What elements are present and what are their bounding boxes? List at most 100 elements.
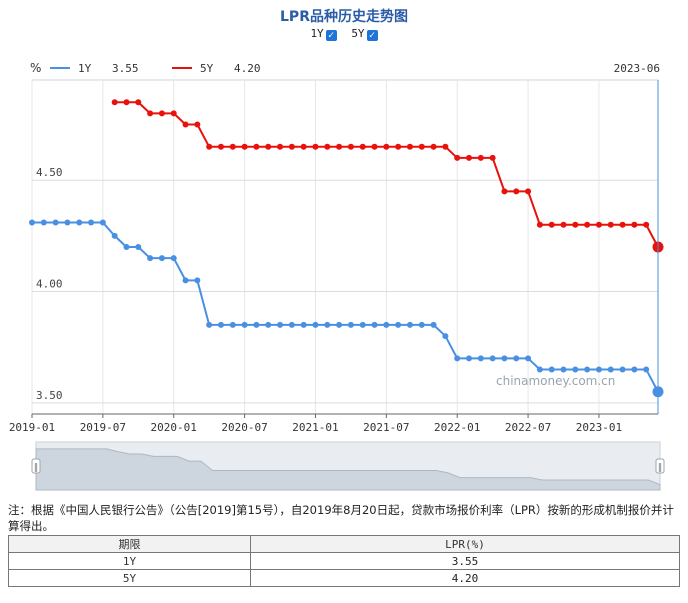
data-point-1y xyxy=(548,366,555,373)
x-tick-label: 2020-07 xyxy=(221,421,267,434)
data-point-5y xyxy=(347,143,354,150)
table-header-term: 期限 xyxy=(7,535,252,553)
data-point-1y xyxy=(572,366,579,373)
y-tick-label: 4.00 xyxy=(36,278,63,291)
data-point-1y xyxy=(123,244,130,250)
table-cell-term: 5Y xyxy=(7,569,252,587)
data-point-5y xyxy=(454,154,461,161)
data-point-1y xyxy=(489,355,496,362)
watermark: chinamoney.com.cn xyxy=(496,374,615,388)
data-point-1y xyxy=(595,366,602,373)
data-point-5y xyxy=(359,143,366,150)
toggle-1y[interactable]: 1Y ✓ xyxy=(310,27,337,41)
data-point-5y xyxy=(442,143,449,150)
data-point-5y xyxy=(158,110,165,117)
checkbox-1y[interactable]: ✓ xyxy=(325,30,337,41)
y-tick-label: 4.50 xyxy=(36,166,63,179)
data-point-1y xyxy=(99,219,106,226)
table-header-row: 期限 LPR(%) xyxy=(7,535,680,553)
data-point-1y xyxy=(607,366,614,373)
data-point-5y xyxy=(312,143,319,150)
data-point-5y xyxy=(631,221,638,228)
data-point-1y xyxy=(229,321,236,328)
data-point-5y xyxy=(395,143,402,150)
data-point-5y xyxy=(111,99,118,106)
toggle-5y-label: 5Y xyxy=(351,27,365,40)
x-tick-label: 2020-01 xyxy=(151,421,197,434)
data-point-5y xyxy=(548,221,555,228)
data-point-5y xyxy=(643,221,650,228)
data-point-1y xyxy=(442,333,449,340)
data-point-5y xyxy=(501,188,508,195)
data-point-1y xyxy=(40,219,47,226)
legend-value: 3.55 xyxy=(112,62,139,75)
series-toggles: 1Y ✓ 5Y ✓ xyxy=(0,27,688,41)
data-point-5y xyxy=(383,143,390,150)
x-tick-label: 2022-01 xyxy=(434,421,480,434)
data-point-5y xyxy=(489,154,496,161)
data-point-5y xyxy=(206,143,213,150)
data-point-1y xyxy=(371,321,378,328)
data-point-1y xyxy=(347,321,354,328)
data-point-1y xyxy=(170,255,177,262)
data-point-1y xyxy=(288,321,295,328)
legend-name: 5Y xyxy=(200,62,214,75)
data-point-1y xyxy=(182,277,189,284)
data-point-5y xyxy=(477,154,484,161)
data-point-5y xyxy=(560,221,567,228)
toggle-1y-label: 1Y xyxy=(310,27,324,40)
data-point-5y xyxy=(229,143,236,150)
data-point-1y xyxy=(217,321,224,328)
table-cell-term: 1Y xyxy=(7,552,252,570)
data-point-1y xyxy=(560,366,567,373)
data-point-1y xyxy=(52,219,59,226)
data-point-5y xyxy=(336,143,343,150)
slider-left-grip-icon: ‖ xyxy=(34,463,39,473)
data-point-5y xyxy=(182,121,189,128)
data-point-1y xyxy=(466,355,473,362)
data-point-1y xyxy=(194,277,201,284)
chart-title: LPR品种历史走势图 xyxy=(280,9,408,25)
data-point-1y xyxy=(147,255,154,262)
slider-left-handle[interactable] xyxy=(31,458,41,474)
methodology-note: 注：根据《中国人民银行公告》（公告[2019]第15号），自2019年8月20日… xyxy=(8,503,674,533)
data-point-1y xyxy=(619,366,626,373)
slider-right-handle[interactable] xyxy=(655,458,665,474)
data-point-1y xyxy=(501,355,508,362)
data-point-5y xyxy=(430,143,437,150)
data-point-1y xyxy=(76,219,83,226)
range-slider[interactable]: ‖ ‖ xyxy=(31,441,665,491)
legend: 1Y 3.55 5Y 4.20 xyxy=(50,62,261,75)
data-point-5y xyxy=(572,221,579,228)
data-point-1y xyxy=(477,355,484,362)
checkbox-5y[interactable]: ✓ xyxy=(366,30,378,41)
y-unit-label: % xyxy=(30,61,41,75)
lpr-table: 期限 LPR(%) 1Y 3.55 5Y 4.20 xyxy=(7,535,680,587)
data-point-1y xyxy=(631,366,638,373)
data-point-1y xyxy=(525,355,532,362)
x-axis: 2019-01 2019-07 2020-01 2020-07 2021-01 2021-… xyxy=(9,413,658,434)
data-point-5y xyxy=(525,188,532,195)
data-point-1y xyxy=(513,355,520,362)
data-point-5y xyxy=(324,143,331,150)
legend-name: 1Y xyxy=(78,62,92,75)
data-point-5y xyxy=(406,143,413,150)
data-point-1y xyxy=(312,321,319,328)
data-point-1y xyxy=(430,321,437,328)
data-point-1y xyxy=(383,321,390,328)
data-point-1y xyxy=(158,255,165,262)
data-point-5y xyxy=(418,143,425,150)
data-point-1y xyxy=(265,321,272,328)
data-point-5y xyxy=(241,143,248,150)
data-point-1y xyxy=(406,321,413,328)
toggle-5y[interactable]: 5Y ✓ xyxy=(351,27,378,41)
data-point-5y xyxy=(253,143,260,150)
data-point-1y xyxy=(643,366,650,373)
data-point-5y xyxy=(300,143,307,150)
data-point-5y xyxy=(123,99,130,106)
series-layer xyxy=(29,99,664,398)
data-point-5y xyxy=(265,143,272,150)
data-point-1y xyxy=(241,321,248,328)
data-point-5y xyxy=(595,221,602,228)
x-tick-label: 2022-07 xyxy=(505,421,551,434)
